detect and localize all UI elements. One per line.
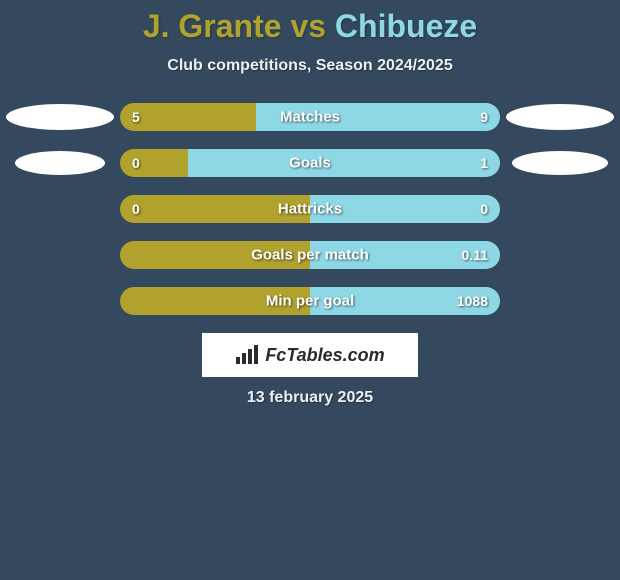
left-side-slot [0,104,120,130]
title-vs: vs [290,8,326,44]
subtitle: Club competitions, Season 2024/2025 [0,57,620,75]
stat-value-left: 0 [132,201,140,217]
stat-label: Goals per match [251,247,369,264]
player-badge-left [15,151,105,175]
stat-bar: Min per goal 1088 [120,287,500,315]
comparison-row: Min per goal 1088 [0,287,620,315]
stat-label: Hattricks [278,201,342,218]
stat-label: Matches [280,109,340,126]
comparison-row: Goals per match 0.11 [0,241,620,269]
stat-value-left: 0 [132,155,140,171]
title-player1: J. Grante [143,8,282,44]
player-badge-right [506,104,614,130]
bar-segment-left [120,149,188,177]
stat-value-right: 1088 [457,293,488,309]
comparison-row: Goals 0 1 [0,149,620,177]
comparison-row: Matches 5 9 [0,103,620,131]
bar-chart-icon [235,345,259,365]
right-side-slot [500,151,620,175]
player-badge-right [512,151,608,175]
stat-bar: Hattricks 0 0 [120,195,500,223]
bar-segment-left [120,103,256,131]
stat-value-right: 0.11 [462,247,488,263]
branding-text: FcTables.com [265,345,384,366]
comparison-rows: Matches 5 9 Goals 0 1 Hattricks 0 0 Goals per mat… [0,103,620,315]
branding-badge: FcTables.com [202,333,418,377]
bar-segment-right [188,149,500,177]
player-badge-left [6,104,114,130]
stat-value-right: 1 [480,155,488,171]
stat-bar: Goals 0 1 [120,149,500,177]
date-text: 13 february 2025 [0,389,620,407]
page-title: J. Grante vs Chibueze [0,8,620,45]
title-player2: Chibueze [335,8,477,44]
stat-value-left: 5 [132,109,140,125]
comparison-infographic: J. Grante vs Chibueze Club competitions,… [0,0,620,580]
stat-label: Goals [289,155,331,172]
left-side-slot [0,151,120,175]
right-side-slot [500,104,620,130]
stat-value-right: 9 [480,109,488,125]
stat-bar: Goals per match 0.11 [120,241,500,269]
stat-bar: Matches 5 9 [120,103,500,131]
stat-label: Min per goal [266,293,354,310]
comparison-row: Hattricks 0 0 [0,195,620,223]
stat-value-right: 0 [480,201,488,217]
